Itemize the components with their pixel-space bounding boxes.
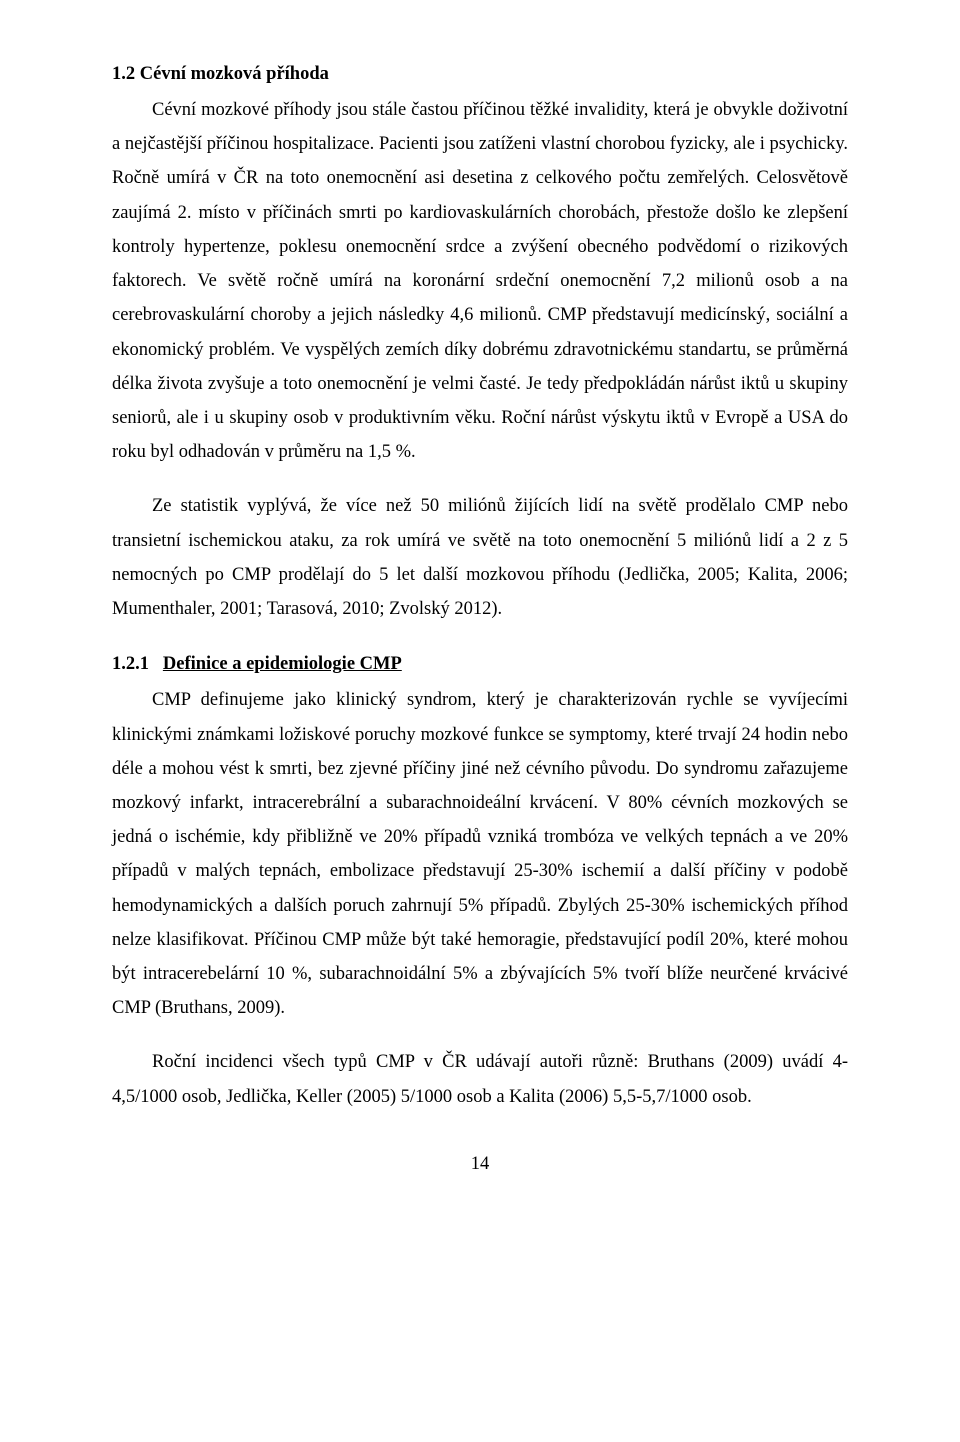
- body-paragraph: CMP definujeme jako klinický syndrom, kt…: [112, 683, 848, 1025]
- body-paragraph: Ze statistik vyplývá, že více než 50 mil…: [112, 489, 848, 626]
- body-paragraph: Roční incidenci všech typů CMP v ČR udáv…: [112, 1045, 848, 1113]
- page-number: 14: [112, 1154, 848, 1175]
- heading-title: Definice a epidemiologie CMP: [163, 654, 402, 674]
- heading-number: 1.2.1: [112, 654, 149, 674]
- document-page: 1.2 Cévní mozková příhoda Cévní mozkové …: [0, 0, 960, 1215]
- heading-1-2: 1.2 Cévní mozková příhoda: [112, 64, 848, 85]
- body-paragraph: Cévní mozkové příhody jsou stále častou …: [112, 93, 848, 469]
- heading-1-2-1: 1.2.1 Definice a epidemiologie CMP: [112, 654, 848, 675]
